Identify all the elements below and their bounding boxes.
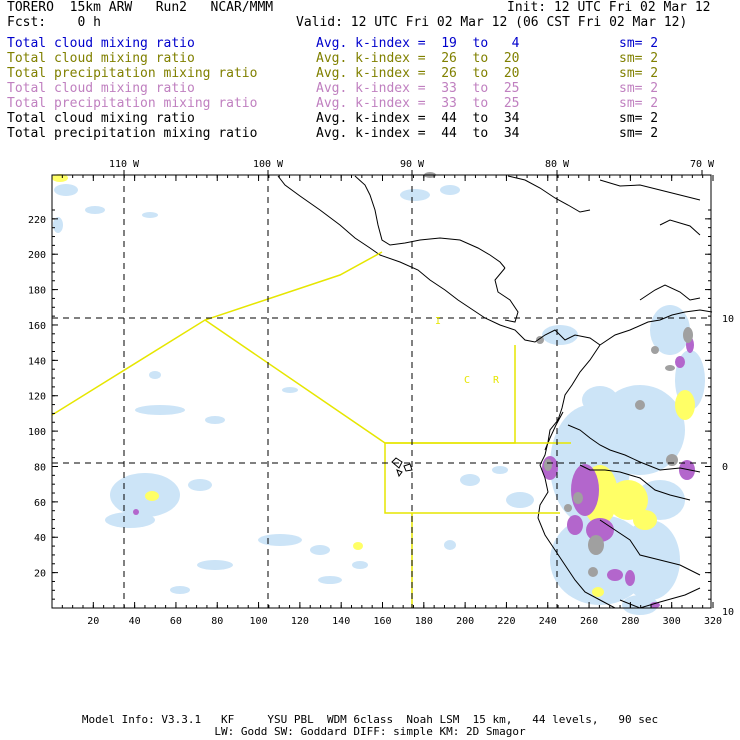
x-tick-label: 180 <box>415 616 433 627</box>
annotation-c: C <box>464 375 470 386</box>
valid-time: Valid: 12 UTC Fri 02 Mar 12 (06 CST Fri … <box>296 15 688 30</box>
y-tick-label: 20 <box>34 569 46 580</box>
lon-label: 90 W <box>400 159 425 170</box>
legend-field: Total cloud mixing ratio <box>7 51 195 66</box>
x-tick-label: 160 <box>373 616 391 627</box>
legend-sm: sm= 2 <box>619 111 659 126</box>
region-boundaries <box>51 251 571 608</box>
x-tick-label: 140 <box>332 616 350 627</box>
forecast-hour: Fcst: 0 h <box>7 15 101 30</box>
legend-field: Total precipitation mixing ratio <box>7 126 258 141</box>
legend-field: Total cloud mixing ratio <box>7 111 195 126</box>
lat-label: 10 N <box>722 314 740 325</box>
x-tick-label: 220 <box>497 616 515 627</box>
model-info: Model Info: V3.3.1 KF YSU PBL WDM 6class… <box>81 713 659 726</box>
cloud-shading <box>52 172 705 615</box>
legend-kindex: Avg. k-index = 19 to 4 <box>316 36 520 51</box>
lon-label: 110 W <box>109 159 140 170</box>
lon-label: 100 W <box>253 159 284 170</box>
legend-kindex: Avg. k-index = 44 to 34 <box>316 126 520 141</box>
annotation-i: I <box>435 316 441 327</box>
y-tick-label: 200 <box>28 250 46 261</box>
y-tick-label: 80 <box>34 462 46 473</box>
x-tick-label: 100 <box>250 616 268 627</box>
x-tick-label: 120 <box>291 616 309 627</box>
y-tick-label: 180 <box>28 286 46 297</box>
legend-sm: sm= 2 <box>619 126 659 141</box>
legend-kindex: Avg. k-index = 33 to 25 <box>316 81 520 96</box>
legend-sm: sm= 2 <box>619 96 659 111</box>
x-tick-label: 200 <box>456 616 474 627</box>
legend-field: Total cloud mixing ratio <box>7 36 195 51</box>
x-tick-label: 260 <box>580 616 598 627</box>
x-tick-label: 60 <box>170 616 182 627</box>
y-tick-label: 40 <box>34 533 46 544</box>
x-tick-label: 80 <box>211 616 223 627</box>
x-tick-label: 300 <box>663 616 681 627</box>
y-tick-label: 140 <box>28 356 46 367</box>
coastlines <box>277 175 713 609</box>
axis-labels: 20 40 60 80 100 120 140 160 180 200 220 20 40 60 80 100… <box>28 159 740 627</box>
legend-sm: sm= 2 <box>619 36 659 51</box>
y-tick-label: 160 <box>28 321 46 332</box>
init-time: Init: 12 UTC Fri 02 Mar 12 <box>507 0 711 15</box>
annotation-r: R <box>493 375 500 386</box>
x-tick-label: 20 <box>87 616 99 627</box>
map-frame <box>51 174 712 609</box>
y-tick-label: 220 <box>28 215 46 226</box>
lat-label: 10 S <box>722 607 740 618</box>
x-tick-label: 240 <box>539 616 557 627</box>
legend-sm: sm= 2 <box>619 81 659 96</box>
y-tick-label: 60 <box>34 498 46 509</box>
run-title: TORERO 15km ARW Run2 NCAR/MMM <box>7 0 274 15</box>
legend-kindex: Avg. k-index = 44 to 34 <box>316 111 520 126</box>
model-physics: LW: Godd SW: Goddard DIFF: simple KM: 2D… <box>214 725 526 738</box>
axes <box>51 170 714 609</box>
legend-sm: sm= 2 <box>619 66 659 81</box>
legend-kindex: Avg. k-index = 26 to 20 <box>316 51 520 66</box>
legend-kindex: Avg. k-index = 26 to 20 <box>316 66 520 81</box>
y-tick-label: 120 <box>28 392 46 403</box>
legend-field: Total precipitation mixing ratio <box>7 96 258 111</box>
x-tick-label: 40 <box>129 616 141 627</box>
lon-label: 80 W <box>545 159 570 170</box>
y-tick-label: 100 <box>28 427 46 438</box>
legend-field: Total cloud mixing ratio <box>7 81 195 96</box>
map-annotations: I C R <box>435 316 500 386</box>
legend-sm: sm= 2 <box>619 51 659 66</box>
x-tick-label: 320 <box>704 616 722 627</box>
lon-label: 70 W <box>690 159 715 170</box>
legend-kindex: Avg. k-index = 33 to 25 <box>316 96 520 111</box>
lat-label: 0 <box>722 462 728 473</box>
x-tick-label: 280 <box>621 616 639 627</box>
legend-field: Total precipitation mixing ratio <box>7 66 258 81</box>
